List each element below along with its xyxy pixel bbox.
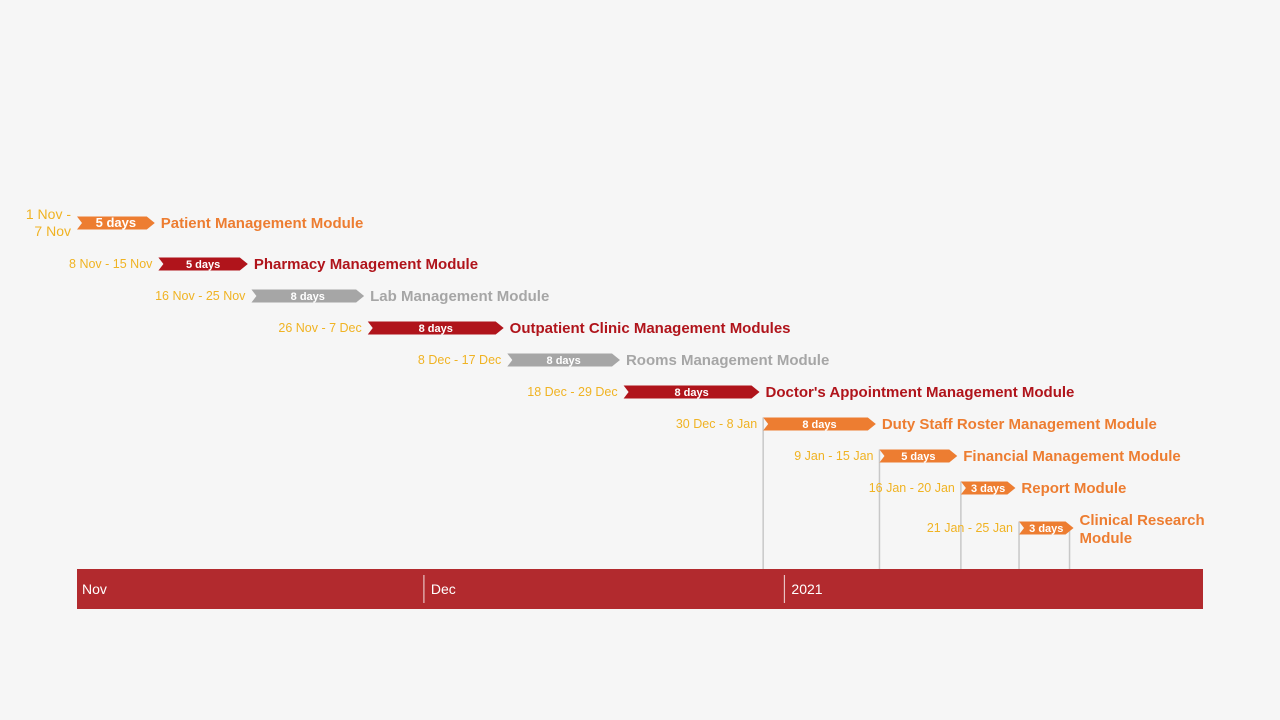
timeline-axis: Nov Dec 2021 bbox=[82, 575, 823, 603]
milestone-connectors bbox=[762, 417, 1071, 569]
date-label: 7 Nov bbox=[34, 223, 71, 239]
date-label: 26 Nov - 7 Dec bbox=[278, 321, 361, 335]
task-bar bbox=[77, 216, 155, 230]
duration-label: 3 days bbox=[971, 483, 1005, 495]
date-label: 1 Nov - bbox=[26, 206, 71, 222]
task-name: Lab Management Module bbox=[370, 288, 549, 305]
date-label: 9 Jan - 15 Jan bbox=[794, 449, 873, 463]
task-name: Doctor's Appointment Management Module bbox=[766, 384, 1075, 401]
task-bar bbox=[623, 385, 760, 399]
timeline-label: Nov bbox=[82, 581, 107, 597]
duration-label: 8 days bbox=[291, 291, 325, 303]
task-bar bbox=[879, 449, 958, 463]
date-label: 16 Nov - 25 Nov bbox=[155, 289, 246, 303]
task-rows: 5 days 1 Nov -7 Nov Patient Management Mod… bbox=[26, 206, 1205, 547]
task-name: Pharmacy Management Module bbox=[254, 256, 478, 273]
duration-label: 3 days bbox=[1029, 523, 1063, 535]
task-bar bbox=[960, 481, 1016, 495]
date-label: 8 Dec - 17 Dec bbox=[418, 353, 501, 367]
duration-label: 8 days bbox=[674, 387, 708, 399]
date-label: 16 Jan - 20 Jan bbox=[869, 481, 955, 495]
task-name: Rooms Management Module bbox=[626, 352, 829, 369]
timeline-label: 2021 bbox=[791, 581, 822, 597]
duration-label: 8 days bbox=[802, 419, 836, 431]
task-bar bbox=[158, 257, 248, 271]
duration-label: 5 days bbox=[96, 215, 136, 230]
task-name: Clinical Research bbox=[1080, 512, 1205, 529]
task-name: Module bbox=[1080, 530, 1133, 547]
duration-label: 5 days bbox=[901, 451, 935, 463]
task-bar bbox=[1019, 521, 1074, 535]
task-name: Financial Management Module bbox=[963, 448, 1181, 465]
timeline-band bbox=[77, 569, 1203, 609]
duration-label: 8 days bbox=[547, 355, 581, 367]
task-name: Patient Management Module bbox=[161, 215, 364, 232]
task-name: Outpatient Clinic Management Modules bbox=[510, 320, 791, 337]
date-label: 8 Nov - 15 Nov bbox=[69, 257, 153, 271]
date-label: 21 Jan - 25 Jan bbox=[927, 521, 1013, 535]
date-label: 30 Dec - 8 Jan bbox=[676, 417, 757, 431]
date-label: 18 Dec - 29 Dec bbox=[527, 385, 617, 399]
duration-label: 5 days bbox=[186, 259, 220, 271]
task-bar bbox=[367, 321, 504, 335]
task-name: Report Module bbox=[1021, 480, 1126, 497]
task-bar bbox=[763, 417, 876, 431]
task-bar bbox=[507, 353, 620, 367]
timeline-label: Dec bbox=[431, 581, 456, 597]
duration-label: 8 days bbox=[419, 323, 453, 335]
task-name: Duty Staff Roster Management Module bbox=[882, 416, 1157, 433]
task-bar bbox=[251, 289, 365, 303]
